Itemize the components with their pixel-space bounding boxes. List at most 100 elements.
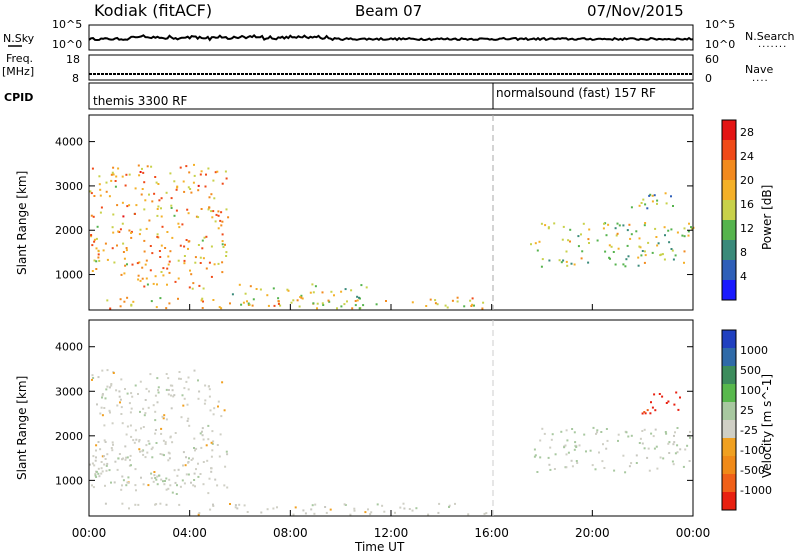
echo-cell <box>205 173 207 176</box>
echo-cell <box>224 465 227 468</box>
echo-cell <box>137 274 140 277</box>
echo-cell <box>176 474 179 477</box>
echo-cell <box>134 187 137 190</box>
echo-cell <box>108 409 111 412</box>
echo-cell <box>210 441 213 444</box>
echo-cell <box>144 399 147 401</box>
echo-cell <box>625 258 628 261</box>
echo-cell <box>616 232 619 235</box>
echo-cell <box>144 199 147 202</box>
echo-cell <box>229 503 231 505</box>
echo-cell <box>570 459 573 462</box>
echo-cell <box>154 275 157 278</box>
echo-cell <box>429 298 432 301</box>
nsky-panel: N.Sky 10^5 10^0 10^5 10^0 N.Search ·····… <box>3 18 795 53</box>
echo-cell <box>132 300 135 303</box>
echo-cell <box>157 389 159 392</box>
echo-cell <box>641 430 644 432</box>
echo-cell <box>140 476 142 479</box>
echo-cell <box>563 446 566 449</box>
echo-cell <box>197 475 200 478</box>
echo-cell <box>165 477 168 480</box>
echo-cell <box>105 464 108 467</box>
colorbar-frame <box>721 329 737 511</box>
echo-cell <box>153 474 156 477</box>
echo-cell <box>160 432 163 435</box>
echo-cell <box>354 300 357 302</box>
echo-cell <box>664 431 667 433</box>
echo-cell <box>314 285 317 288</box>
x-tick-label: 00:00 <box>676 526 711 540</box>
echo-cell <box>139 450 141 453</box>
echo-cell <box>208 388 211 391</box>
echo-cell <box>100 461 103 463</box>
echo-cell <box>534 454 537 457</box>
echo-cell <box>544 224 547 227</box>
echo-cell <box>182 451 185 454</box>
echo-cell <box>538 240 541 243</box>
echo-cell <box>670 248 673 250</box>
echo-cell <box>170 394 172 397</box>
echo-cell <box>166 267 169 270</box>
echo-cell <box>603 467 606 469</box>
echo-cell <box>112 443 114 446</box>
echo-cell <box>164 480 166 482</box>
echo-cell <box>172 395 175 398</box>
echo-cell <box>190 481 192 484</box>
echo-cell <box>193 479 196 481</box>
echo-cell <box>642 198 645 201</box>
echo-cell <box>204 399 207 402</box>
svg-text:·······: ······· <box>758 42 787 53</box>
echo-cell <box>212 179 215 182</box>
echo-cell <box>221 261 224 264</box>
echo-cell <box>543 432 546 435</box>
echo-cell <box>181 394 184 397</box>
echo-cell <box>138 439 141 441</box>
echo-cell <box>530 243 532 246</box>
echo-cell <box>602 227 605 230</box>
echo-cell <box>168 260 171 263</box>
echo-cell <box>581 250 584 253</box>
echo-cell <box>686 444 689 447</box>
echo-cell <box>227 216 230 219</box>
echo-cell <box>662 457 665 460</box>
colorbar-tick: 20 <box>740 174 754 187</box>
echo-cell <box>156 208 159 210</box>
echo-cell <box>231 293 234 296</box>
echo-cell <box>656 202 658 205</box>
y-tick-label: 4000 <box>55 136 83 149</box>
echo-cell <box>165 488 168 491</box>
echo-cell <box>173 469 176 472</box>
echo-cell <box>149 269 152 272</box>
echo-cell <box>103 424 106 427</box>
echo-cell <box>438 502 441 505</box>
echo-cell <box>201 239 204 242</box>
colorbar-segment <box>722 260 736 281</box>
echo-cell <box>158 199 161 202</box>
echo-cell <box>195 447 198 450</box>
echo-cell <box>188 286 191 289</box>
echo-cell <box>473 304 475 307</box>
echo-cell <box>169 384 172 387</box>
echo-cell <box>485 512 488 515</box>
echo-cell <box>596 239 599 242</box>
echo-cell <box>201 247 204 250</box>
colorbar-tick: 8 <box>740 246 747 259</box>
echo-cell <box>394 511 396 514</box>
echo-cell <box>195 215 198 218</box>
echo-cell <box>126 425 129 428</box>
colorbar-segment <box>722 348 736 367</box>
echo-cell <box>183 245 186 248</box>
echo-cell <box>302 509 305 512</box>
echo-cell <box>93 238 96 241</box>
echo-cell <box>165 503 168 506</box>
echo-cell <box>90 214 93 217</box>
echo-cell <box>549 468 552 471</box>
echo-cell <box>217 262 220 265</box>
echo-cell <box>324 506 327 508</box>
echo-cell <box>91 462 94 465</box>
echo-cell <box>369 513 372 516</box>
echo-cell <box>536 249 539 252</box>
echo-cell <box>144 412 147 415</box>
echo-cell <box>567 239 570 242</box>
